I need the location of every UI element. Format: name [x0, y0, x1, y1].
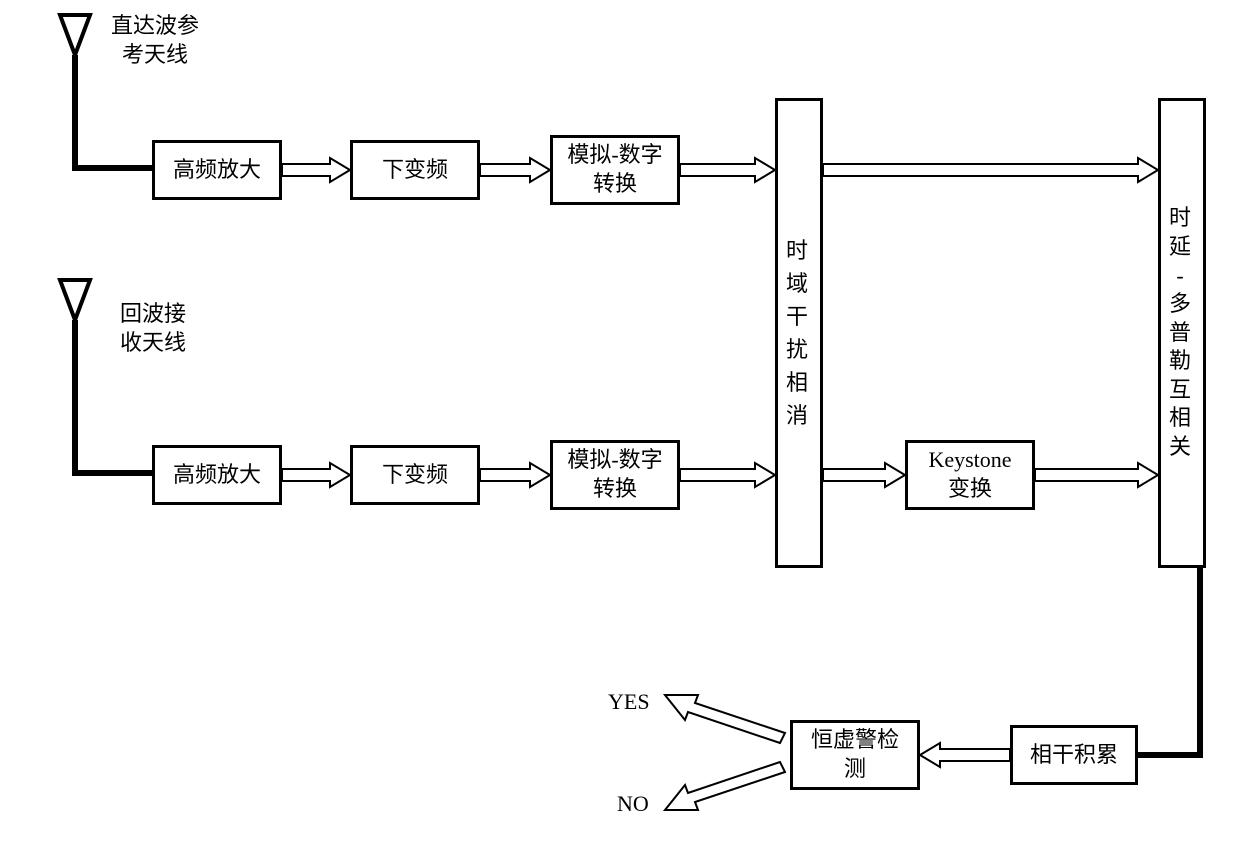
arrow-adc-top-to-tc — [680, 158, 775, 182]
arrow-tc-to-keystone — [823, 463, 905, 487]
arrow-cfar-no — [665, 760, 790, 820]
downconv-top-box: 下变频 — [350, 140, 480, 200]
coherent-int-box: 相干积累 — [1010, 725, 1138, 785]
antenna-bottom-icon — [50, 275, 100, 355]
arrow-coherent-to-cfar — [920, 743, 1010, 767]
hf-amp-bot-box: 高频放大 — [152, 445, 282, 505]
arrow-cfar-yes — [665, 685, 790, 745]
dd-to-coherent-hline — [1138, 752, 1203, 758]
antenna-top-hline — [72, 165, 152, 171]
arrow-hf-top-to-dc — [282, 158, 350, 182]
arrow-hf-bot-to-dc — [282, 463, 350, 487]
arrow-adc-bot-to-tc — [680, 463, 775, 487]
antenna-bot-vline — [72, 353, 78, 475]
time-cancel-box: 时域 干扰 相消 — [775, 98, 823, 568]
no-label: NO — [617, 790, 649, 819]
adc-top-box: 模拟-数字 转换 — [550, 135, 680, 205]
arrow-dc-top-to-adc — [480, 158, 550, 182]
antenna-bot-hline — [72, 470, 152, 476]
antenna-top-vline — [72, 88, 78, 170]
antenna-bottom-label: 回波接 收天线 — [108, 300, 198, 357]
arrow-dc-bot-to-adc — [480, 463, 550, 487]
cfar-box: 恒虚警检 测 — [790, 720, 920, 790]
dd-to-coherent-vline — [1197, 566, 1203, 756]
arrow-keystone-to-dd — [1035, 463, 1158, 487]
antenna-top-label: 直达波参 考天线 — [100, 12, 210, 69]
keystone-box: Keystone 变换 — [905, 440, 1035, 510]
antenna-top-icon — [50, 10, 100, 90]
yes-label: YES — [608, 688, 650, 717]
arrow-tc-to-dd-top — [823, 158, 1158, 182]
adc-bot-box: 模拟-数字 转换 — [550, 440, 680, 510]
downconv-bot-box: 下变频 — [350, 445, 480, 505]
hf-amp-top-box: 高频放大 — [152, 140, 282, 200]
delay-doppler-box: 时 延 - 多 普 勒 互 相 关 — [1158, 98, 1206, 568]
